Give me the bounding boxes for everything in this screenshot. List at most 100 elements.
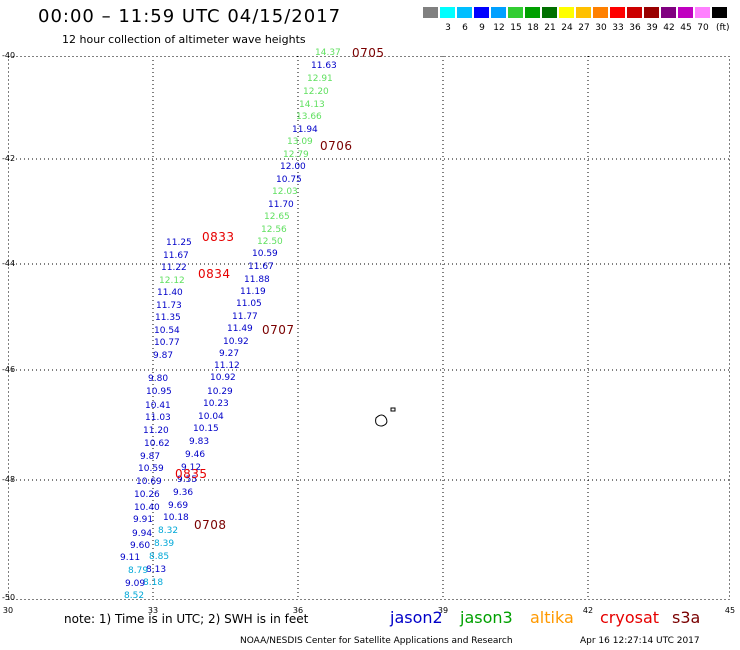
wave-height-value: 8.85 (149, 552, 170, 562)
scale-unit: (ft) (716, 23, 730, 33)
pass-time-label: 0706 (320, 139, 353, 153)
wave-height-value: 9.46 (185, 450, 206, 460)
wave-height-value: 11.70 (268, 200, 294, 210)
wave-height-value: 11.88 (244, 275, 270, 285)
scale-swatch (558, 6, 575, 19)
wave-height-value: 11.77 (232, 312, 258, 322)
wave-height-value: 11.25 (166, 238, 192, 248)
wave-height-value: 10.29 (207, 387, 233, 397)
latitude-label: -50 (2, 593, 16, 602)
longitude-label: 39 (437, 606, 449, 615)
wave-height-value: 12.12 (159, 276, 185, 286)
latitude-label: -42 (2, 154, 16, 163)
scale-label: 6 (462, 23, 468, 33)
footer-note: note: 1) Time is in UTC; 2) SWH is in fe… (64, 612, 309, 626)
scale-label: 45 (680, 23, 692, 33)
wave-height-value: 11.20 (143, 426, 169, 436)
scale-swatch (473, 6, 490, 19)
latitude-label: -46 (2, 365, 16, 374)
legend-item-jason2: jason2 (390, 608, 443, 627)
wave-height-value: 10.92 (223, 337, 249, 347)
scale-swatch (592, 6, 609, 19)
wave-height-value: 9.94 (132, 529, 153, 539)
wave-height-value: 9.80 (148, 374, 169, 384)
wave-height-value: 10.95 (146, 387, 172, 397)
wave-height-value: 9.87 (153, 351, 174, 361)
scale-swatch (422, 6, 439, 19)
latitude-label: -48 (2, 475, 16, 484)
wave-height-value: 8.32 (158, 526, 179, 536)
wave-height-value: 12.20 (303, 87, 329, 97)
wave-height-value: 8.79 (128, 566, 149, 576)
scale-swatch (541, 6, 558, 19)
wave-height-value: 13.66 (296, 112, 322, 122)
wave-height-value: 10.40 (134, 503, 160, 513)
wave-height-value: 9.12 (181, 463, 202, 473)
wave-height-value: 11.94 (292, 125, 318, 135)
island-outline (375, 407, 396, 427)
wave-height-value: 13.09 (287, 137, 313, 147)
wave-height-value: 12.00 (280, 162, 306, 172)
legend-item-cryosat: cryosat (600, 608, 660, 627)
wave-height-value: 11.67 (163, 251, 189, 261)
scale-swatch (490, 6, 507, 19)
wave-height-value: 11.67 (248, 262, 274, 272)
generated-timestamp: Apr 16 12:27:14 UTC 2017 (580, 636, 700, 646)
legend-item-jason3: jason3 (460, 608, 513, 627)
wave-height-value: 12.03 (272, 187, 298, 197)
wave-height-value: 10.54 (154, 326, 180, 336)
map-title: 00:00 – 11:59 UTC 04/15/2017 (38, 6, 342, 27)
wave-height-value: 9.55 (177, 475, 198, 485)
scale-swatch (524, 6, 541, 19)
wave-height-value: 9.11 (120, 553, 141, 563)
scale-swatch (439, 6, 456, 19)
wave-height-value: 11.05 (236, 299, 262, 309)
wave-height-value: 14.13 (299, 100, 325, 110)
scale-swatch (575, 6, 592, 19)
wave-height-value: 9.87 (140, 452, 161, 462)
wave-height-value: 10.41 (145, 401, 171, 411)
wave-height-value: 10.69 (136, 477, 162, 487)
pass-time-label: 0708 (194, 518, 227, 532)
wave-height-value: 12.65 (264, 212, 290, 222)
scale-label: 36 (629, 23, 641, 33)
wave-height-value: 10.23 (203, 399, 229, 409)
wave-height-value: 10.75 (276, 175, 302, 185)
scale-label: 15 (510, 23, 522, 33)
wave-height-value: 11.35 (155, 313, 181, 323)
legend-item-altika: altika (530, 608, 574, 627)
wave-height-value: 12.91 (307, 74, 333, 84)
wave-height-value: 11.03 (145, 413, 171, 423)
scale-swatch (660, 6, 677, 19)
longitude-label: 30 (2, 606, 14, 615)
longitude-label: 45 (724, 606, 736, 615)
pass-time-label: 0707 (262, 323, 295, 337)
wave-height-value: 11.40 (157, 288, 183, 298)
wave-height-value: 10.62 (144, 439, 170, 449)
scale-label: 3 (445, 23, 451, 33)
legend-item-s3a: s3a (672, 608, 701, 627)
scale-swatch (677, 6, 694, 19)
wave-height-value: 10.77 (154, 338, 180, 348)
wave-height-value: 12.50 (257, 237, 283, 247)
plot-frame (8, 56, 730, 600)
wave-height-value: 8.18 (143, 578, 164, 588)
wave-height-value: 8.52 (124, 591, 145, 601)
pass-time-label: 0833 (202, 230, 235, 244)
longitude-label: 36 (292, 606, 304, 615)
map-subtitle: 12 hour collection of altimeter wave hei… (62, 33, 306, 46)
scale-label: 18 (527, 23, 539, 33)
map-grid (8, 56, 730, 600)
scale-label: 39 (646, 23, 658, 33)
wave-height-value: 9.91 (133, 515, 154, 525)
wave-height-value: 9.69 (168, 501, 189, 511)
pass-time-label: 0835 (175, 467, 208, 481)
wave-height-value: 9.83 (189, 437, 210, 447)
scale-swatch (456, 6, 473, 19)
wave-height-value: 9.27 (219, 349, 240, 359)
wave-height-value: 10.04 (198, 412, 224, 422)
wave-height-value: 9.60 (130, 541, 151, 551)
wave-height-value: 11.73 (156, 301, 182, 311)
scale-label: 30 (595, 23, 607, 33)
scale-label: 21 (544, 23, 556, 33)
